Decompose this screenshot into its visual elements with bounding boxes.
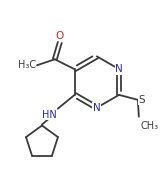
Text: S: S bbox=[139, 95, 145, 105]
Text: CH₃: CH₃ bbox=[141, 121, 159, 131]
Text: H₃C: H₃C bbox=[18, 60, 36, 70]
Text: HN: HN bbox=[42, 110, 57, 120]
Text: O: O bbox=[56, 31, 64, 41]
Text: N: N bbox=[93, 103, 101, 113]
Text: N: N bbox=[115, 64, 123, 74]
